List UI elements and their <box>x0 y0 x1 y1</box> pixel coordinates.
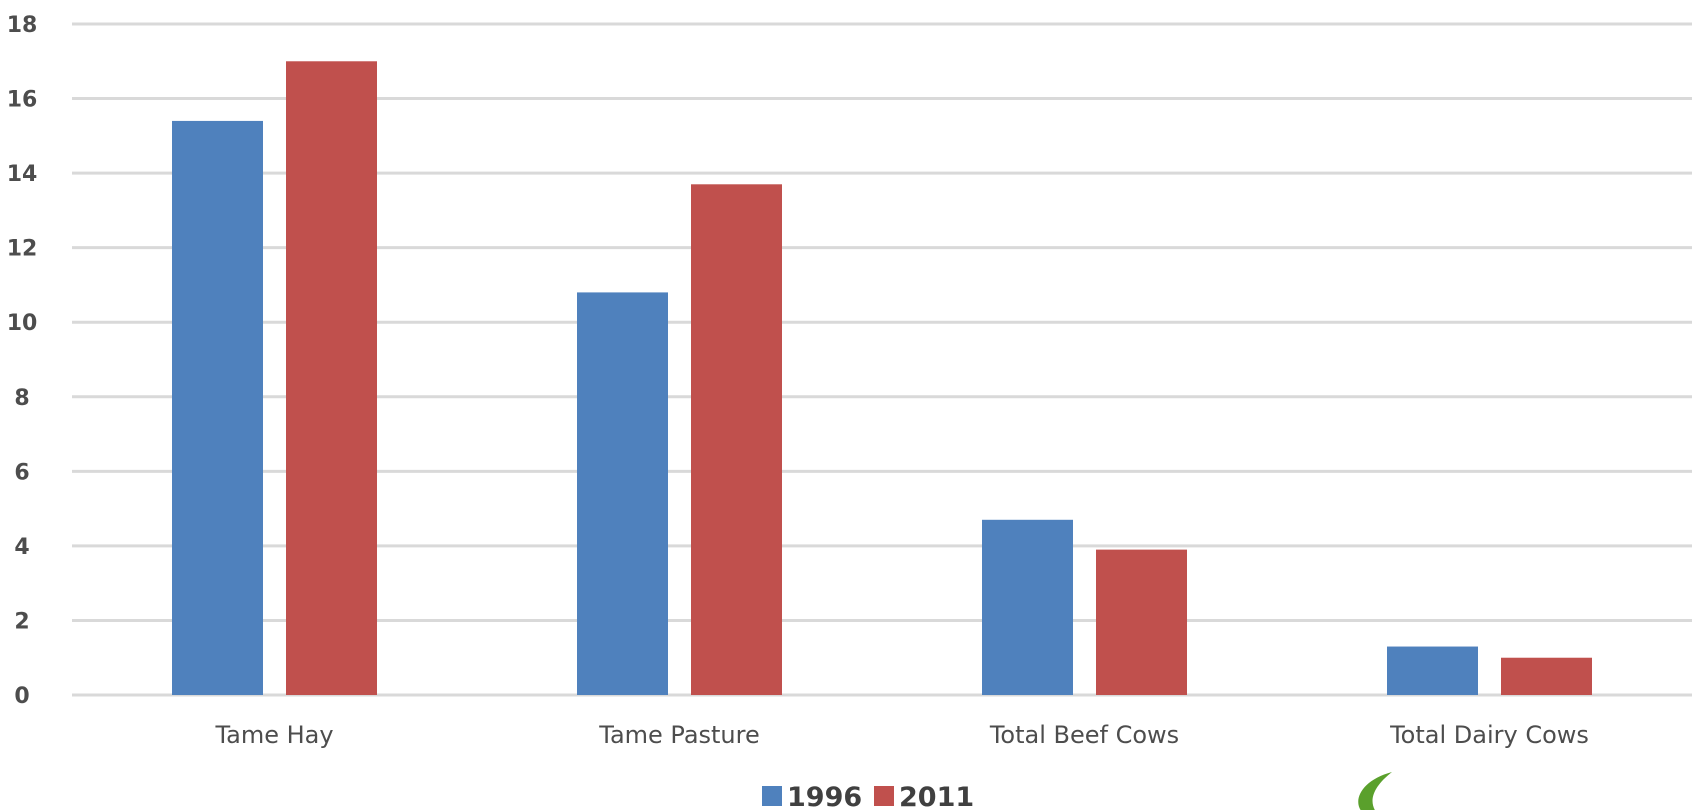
y-axis-tick-labels: 0 2 4 6 8 10 12 14 16 18 <box>7 13 38 709</box>
bar-1996-total-beef-cows <box>982 519 1073 695</box>
x-category-label: Total Beef Cows <box>989 721 1179 749</box>
y-tick-label: 0 <box>14 684 29 709</box>
y-tick-label: 16 <box>7 88 38 113</box>
y-tick-label: 12 <box>7 237 38 262</box>
y-tick-label: 18 <box>7 13 38 38</box>
bar-1996-total-dairy-cows <box>1387 646 1478 695</box>
bar-2011-total-dairy-cows <box>1501 657 1592 695</box>
y-tick-label: 4 <box>14 535 29 560</box>
y-tick-label: 8 <box>14 386 29 411</box>
y-tick-label: 10 <box>7 311 38 336</box>
y-tick-label: 2 <box>14 609 29 634</box>
x-category-label: Total Dairy Cows <box>1389 721 1589 749</box>
bar-2011-tame-hay <box>286 61 377 696</box>
legend-swatch-2011 <box>874 786 894 806</box>
legend-label: 2011 <box>899 782 974 810</box>
y-tick-label: 14 <box>7 162 38 187</box>
legend: 1996 2011 <box>762 782 974 810</box>
x-category-label: Tame Hay <box>214 721 333 749</box>
bar-2011-total-beef-cows <box>1096 549 1187 695</box>
legend-swatch-1996 <box>762 786 782 806</box>
bars <box>172 61 1592 696</box>
x-axis-category-labels: Tame Hay Tame Pasture Total Beef Cows Total… <box>214 721 1588 749</box>
bar-1996-tame-hay <box>172 120 263 695</box>
bar-1996-tame-pasture <box>577 292 668 695</box>
leaf-logo-icon <box>1358 772 1392 810</box>
legend-label: 1996 <box>787 782 862 810</box>
bar-2011-tame-pasture <box>691 184 782 696</box>
y-tick-label: 6 <box>14 460 29 485</box>
x-category-label: Tame Pasture <box>598 721 760 749</box>
